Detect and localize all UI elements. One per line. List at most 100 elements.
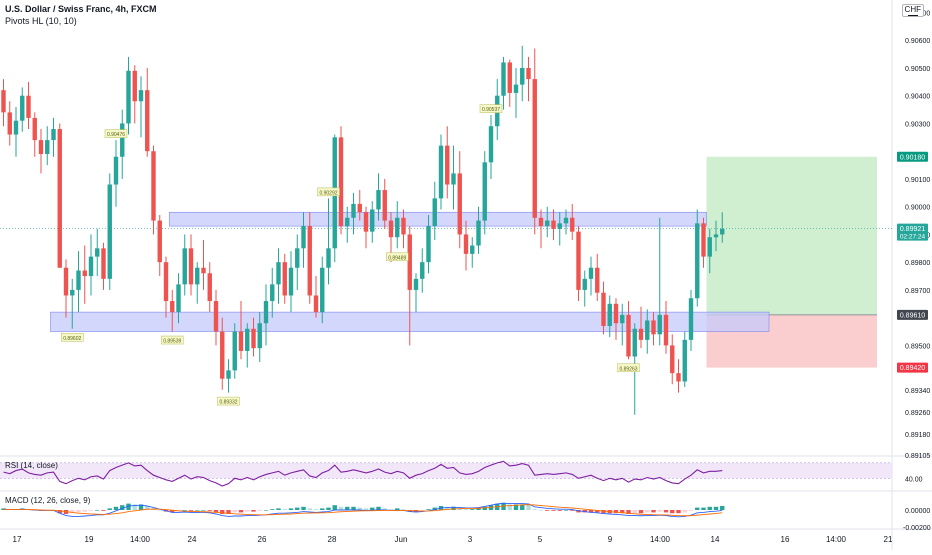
candle [507,59,512,107]
pivot-label: 0.90476 [104,129,128,138]
support-resistance-zone [168,211,707,227]
candle [457,151,462,249]
pivot-label: 0.89602 [61,333,84,342]
pivot-label: 0.90537 [479,104,503,113]
time-tick-label: 14 [711,535,720,544]
candle [613,298,619,340]
candle-body [657,314,662,335]
rsi-label: RSI (14, close) [5,461,58,470]
candle [151,145,156,235]
currency-button[interactable]: CHF [901,4,924,17]
macd-hist-bar [720,506,725,510]
candle-body [445,145,450,185]
candle [520,45,525,102]
candle [376,173,381,221]
candle [545,206,550,238]
macd-hist-bar [532,509,537,510]
candle-body [570,217,575,232]
price-tick-label: 0.89800 [905,260,930,267]
candle [170,289,175,332]
macd-hist-bar [326,507,331,510]
time-tick-label: 9 [608,535,613,544]
price-tick-label: 0.89260 [905,410,930,417]
stop-price-label-box [897,362,928,373]
candle [32,112,37,157]
macd-hist-bar [251,510,256,512]
candle [238,301,244,360]
macd-hist-bar [226,510,231,514]
macd-hist-bar [126,503,131,510]
candle-body [720,228,725,235]
candle-body [101,248,106,279]
candle [695,209,700,307]
candle [451,145,456,210]
macd-hist-bar [313,509,319,510]
price-tick-label: 0.89105 [905,453,930,460]
candle-body [113,156,119,185]
pivot-label-box [61,333,84,342]
candle [126,56,131,135]
macd-hist-bar [626,510,631,514]
candle [713,220,719,252]
candle [426,215,431,274]
candle-body [145,90,150,152]
candle [301,212,306,268]
candle-body [45,140,50,154]
macd-hist-bar [432,507,437,510]
macd-hist-bar [170,510,175,513]
candle-body [351,203,356,218]
candle-body [20,95,25,121]
candle [282,253,287,304]
candle [157,215,162,277]
macd-hist-bar [301,506,306,510]
candle-body [288,267,294,296]
candle-body [170,301,175,313]
macd-hist-bar [713,506,719,510]
candle [201,239,206,290]
candle [382,178,387,229]
time-tick-label: Jun [395,535,408,544]
candle-body [220,331,225,379]
candle [163,256,169,318]
candle-body [582,278,587,290]
target-price-label-text: 0.90180 [900,154,925,161]
pivot-label-box [317,187,340,197]
candle [676,359,681,393]
stop-price-label-text: 0.89420 [900,365,925,372]
candle-body [470,245,475,254]
macd-hist-bar [332,505,337,510]
candle [207,262,212,313]
macd-hist-bar [563,510,569,511]
candle [563,209,569,235]
candle [1,79,6,127]
candle-body [345,217,350,227]
candle-body [638,328,644,340]
macd-hist-bar [201,510,206,511]
entry-price-label: 0.89610 [897,309,928,320]
candle-body [538,217,544,227]
time-tick-label: 24 [188,535,197,544]
candle [657,217,662,346]
candle [188,234,194,296]
candle [438,134,444,210]
macd-hist-bar [295,507,300,510]
macd-label: MACD (12, 26, close, 9) [5,496,91,505]
candle [295,234,300,290]
indicator-pivots-label[interactable]: Pivots HL (10, 10) [5,16,77,26]
macd-hist-bar [138,504,144,510]
candle-body [695,223,700,299]
candle [476,206,481,254]
price-tick-label: 0.90400 [905,94,930,101]
candle-body [282,262,287,296]
symbol-title[interactable]: U.S. Dollar / Swiss Franc, 4h, FXCM [5,4,157,14]
candle [276,248,281,304]
macd-hist-bar [145,506,150,510]
macd-hist-bar [82,510,87,512]
macd-hist-bar [320,508,325,510]
time-axis: 17 19 14:00 24 26 28 Jun 3 5 9 14:00 14 16 14:00 21 [13,535,893,544]
candle [688,289,694,351]
time-tick-label: 17 [13,535,22,544]
